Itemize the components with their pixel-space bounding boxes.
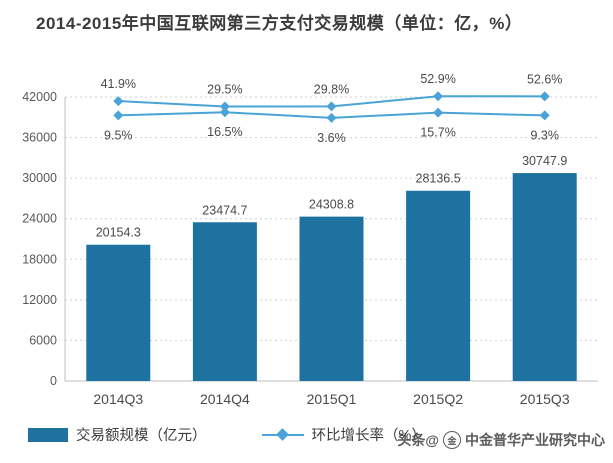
- legend-item-bar-series: 交易额规模（亿元）: [28, 424, 207, 445]
- bar-value-label: 30747.9: [522, 154, 567, 168]
- line-swatch-diamond-icon: [275, 427, 289, 441]
- y-tick-label: 0: [50, 374, 57, 388]
- growth-rate-label: 41.9%: [101, 77, 136, 91]
- growth-rate-label: 9.5%: [104, 128, 133, 142]
- legend-label-bar-series: 交易额规模（亿元）: [76, 428, 207, 444]
- bar-2014Q3: [86, 244, 151, 381]
- line-series-swatch-icon: [261, 427, 304, 442]
- watermark-logo-icon: 金: [443, 431, 461, 449]
- bar-series-swatch-icon: [28, 427, 68, 442]
- watermark: 头条@ 金 中金普华产业研究中心: [397, 430, 605, 450]
- growth-rate-label: 52.6%: [527, 72, 562, 86]
- y-tick-label: 30000: [22, 171, 57, 185]
- x-axis-label: 2014Q3: [93, 391, 143, 407]
- line-marker-diamond-icon: [539, 91, 550, 102]
- growth-rate-label: 29.8%: [314, 82, 349, 96]
- growth-rate-label: 16.5%: [207, 125, 242, 139]
- growth-rate-label: 3.6%: [317, 131, 346, 145]
- legend-label-line-series: 环比增长率（%）: [311, 428, 426, 444]
- line-marker-diamond-icon: [113, 96, 124, 107]
- line-marker-diamond-icon: [326, 112, 337, 123]
- line-marker-diamond-icon: [433, 91, 444, 102]
- growth-rate-label: 9.3%: [530, 128, 559, 142]
- bar-value-label: 24308.8: [309, 198, 354, 212]
- bar-value-label: 20154.3: [96, 226, 141, 240]
- growth-rate-label: 29.5%: [207, 83, 242, 97]
- watermark-name: 中金普华产业研究中心: [465, 432, 605, 448]
- y-tick-label: 12000: [22, 293, 57, 307]
- y-tick-label: 18000: [22, 252, 57, 266]
- line-marker-diamond-icon: [219, 107, 230, 118]
- x-axis-label: 2015Q3: [520, 391, 570, 407]
- y-tick-label: 36000: [22, 131, 57, 145]
- legend-item-line-series: 环比增长率（%）: [261, 424, 426, 445]
- x-axis-label: 2015Q2: [413, 391, 463, 407]
- line-marker-diamond-icon: [219, 101, 230, 112]
- growth-rate-label: 15.7%: [420, 126, 455, 140]
- y-tick-label: 42000: [22, 90, 57, 104]
- bar-value-label: 28136.5: [416, 172, 461, 186]
- growth-rate-label: 52.9%: [420, 72, 455, 86]
- y-tick-label: 24000: [22, 212, 57, 226]
- bar-value-label: 23474.7: [202, 203, 247, 217]
- line-marker-diamond-icon: [539, 110, 550, 121]
- watermark-prefix: 头条@: [397, 432, 439, 448]
- x-axis-label: 2014Q4: [200, 391, 250, 407]
- legend: 交易额规模（亿元） 环比增长率（%）: [28, 424, 426, 445]
- bar-2015Q2: [406, 190, 471, 381]
- bar-2015Q1: [299, 216, 364, 381]
- line-marker-diamond-icon: [326, 101, 337, 112]
- bar-2014Q4: [192, 222, 257, 381]
- bar-2015Q3: [512, 173, 577, 381]
- chart-title: 2014-2015年中国互联网第三方支付交易规模（单位：亿，%）: [36, 14, 523, 33]
- line-marker-diamond-icon: [113, 110, 124, 121]
- x-axis-label: 2015Q1: [307, 391, 357, 407]
- y-tick-label: 6000: [29, 333, 57, 347]
- line-marker-diamond-icon: [433, 107, 444, 118]
